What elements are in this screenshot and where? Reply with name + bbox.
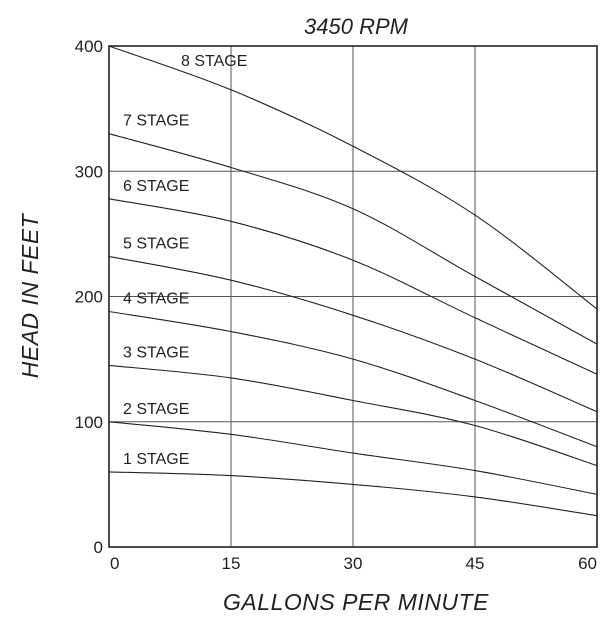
series-line-stage-3 [108,364,598,467]
x-axis-label: GALLONS PER MINUTE [223,589,489,615]
series-label-stage-2: 2 STAGE [123,401,189,418]
x-tick-label: 60 [578,554,597,573]
series-label-stage-8: 8 STAGE [181,53,247,70]
series-label-stage-5: 5 STAGE [123,235,189,252]
series-line-stage-7 [108,133,598,345]
series-labels: 1 STAGE 2 STAGE 3 STAGE 4 STAGE 5 STAGE 6 STA… [123,53,247,468]
series-line-stage-1 [108,471,598,517]
series-line-stage-4 [108,310,598,448]
series-label-stage-6: 6 STAGE [123,178,189,195]
x-tick-label: 15 [222,554,241,573]
series-label-stage-1: 1 STAGE [123,451,189,468]
grid-layer [109,46,597,547]
y-tick-label: 200 [75,288,103,307]
x-tick-label: 30 [344,554,363,573]
series-line-stage-6 [108,198,598,375]
y-tick-label: 300 [75,162,103,181]
y-tick-label: 400 [75,37,103,56]
y-tick-label: 100 [75,413,103,432]
series-layer [108,45,598,517]
series-label-stage-4: 4 STAGE [123,291,189,308]
series-line-stage-2 [108,421,598,495]
plot-frame [108,45,598,548]
x-tick-label: 0 [110,554,119,573]
tick-labels: 0 100 200 300 400 0 15 30 45 60 [75,37,597,573]
chart-title: 3450 RPM [304,14,409,39]
series-line-stage-8 [108,45,598,310]
y-tick-label: 0 [94,538,103,557]
series-label-stage-7: 7 STAGE [123,113,189,130]
series-label-stage-3: 3 STAGE [123,344,189,361]
x-tick-label: 45 [466,554,485,573]
series-line-stage-5 [108,255,598,413]
y-axis-label: HEAD IN FEET [17,212,43,378]
